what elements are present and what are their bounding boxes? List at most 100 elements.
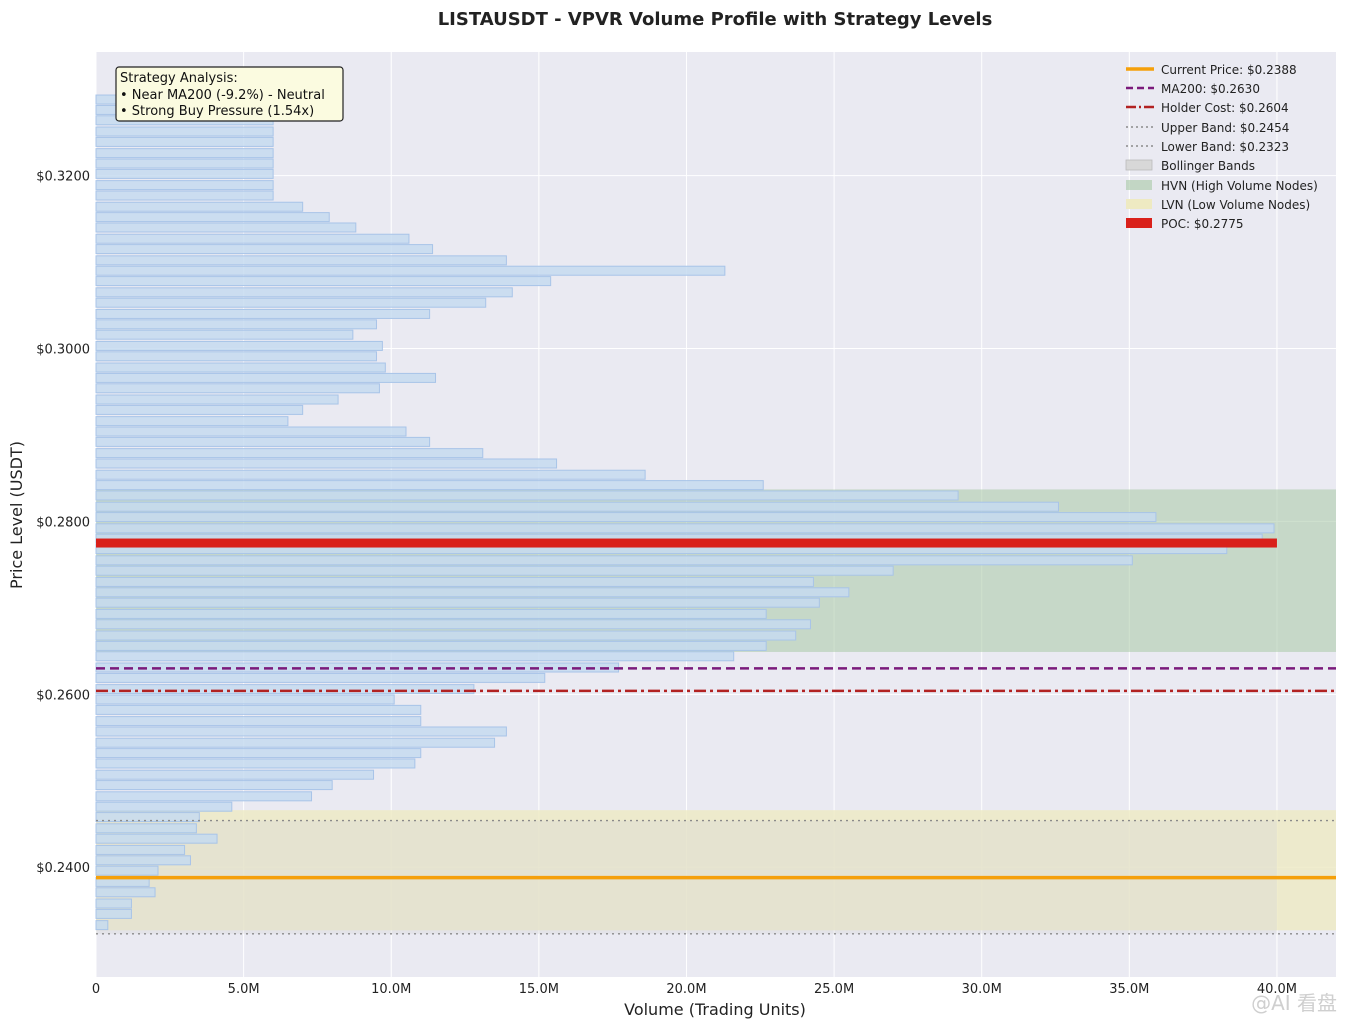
legend-swatch-lvn bbox=[1126, 199, 1152, 209]
legend: Current Price: $0.2388 MA200: $0.2630 Ho… bbox=[1125, 63, 1318, 231]
chart-title: LISTAUSDT - VPVR Volume Profile with Str… bbox=[438, 9, 993, 30]
volume-bar bbox=[95, 920, 109, 931]
legend-holder-cost: Holder Cost: $0.2604 bbox=[1161, 101, 1289, 115]
volume-bar bbox=[95, 297, 487, 308]
x-axis-label: Volume (Trading Units) bbox=[624, 1000, 806, 1019]
volume-bar bbox=[95, 362, 386, 373]
volume-bar bbox=[95, 136, 274, 147]
x-tick-label: 0 bbox=[92, 982, 100, 997]
volume-bar bbox=[95, 576, 814, 587]
volume-bar bbox=[95, 426, 407, 437]
volume-bar bbox=[95, 265, 726, 276]
volume-bar bbox=[95, 565, 894, 576]
volume-bar bbox=[95, 458, 558, 469]
volume-bar bbox=[95, 887, 156, 898]
y-tick-label: $0.2800 bbox=[36, 515, 90, 530]
y-tick-label: $0.3000 bbox=[36, 343, 90, 358]
x-tick-label: 20.0M bbox=[666, 982, 706, 997]
x-tick-label: 15.0M bbox=[519, 982, 559, 997]
volume-bar bbox=[95, 448, 484, 459]
legend-ma200: MA200: $0.2630 bbox=[1161, 82, 1260, 96]
volume-bar bbox=[95, 501, 1059, 512]
volume-bar bbox=[95, 287, 513, 298]
volume-bar bbox=[95, 908, 132, 919]
volume-bar bbox=[95, 898, 132, 909]
volume-bar bbox=[95, 726, 507, 737]
volume-bar bbox=[95, 823, 197, 834]
volume-bar bbox=[95, 555, 1133, 566]
legend-swatch-hvn bbox=[1126, 180, 1152, 190]
volume-bar bbox=[95, 694, 395, 705]
volume-bar bbox=[95, 791, 313, 802]
x-tick-label: 40.0M bbox=[1257, 982, 1297, 997]
x-axis-ticks: 0 5.0M 10.0M 15.0M 20.0M 25.0M 30.0M 35.0M 40.0M bbox=[92, 982, 1297, 997]
volume-bar bbox=[95, 480, 764, 491]
volume-bar bbox=[95, 180, 274, 191]
volume-bar bbox=[95, 737, 496, 748]
volume-bar bbox=[95, 222, 357, 233]
x-tick-label: 5.0M bbox=[228, 982, 260, 997]
volume-bar bbox=[95, 244, 434, 255]
volume-bar bbox=[95, 340, 383, 351]
volume-bar bbox=[95, 812, 200, 823]
volume-bar bbox=[95, 684, 475, 695]
annotation-line-2: • Near MA200 (-9.2%) - Neutral bbox=[120, 88, 325, 103]
volume-bar bbox=[95, 329, 354, 340]
legend-bollinger: Bollinger Bands bbox=[1161, 159, 1255, 173]
volume-bar bbox=[95, 801, 233, 812]
x-tick-label: 35.0M bbox=[1109, 982, 1149, 997]
volume-bar bbox=[95, 704, 422, 715]
volume-bar bbox=[95, 587, 850, 598]
volume-bar bbox=[95, 469, 646, 480]
level-lines bbox=[96, 538, 1336, 935]
legend-lvn: LVN (Low Volume Nodes) bbox=[1161, 198, 1310, 212]
strategy-annotation: Strategy Analysis: • Near MA200 (-9.2%) … bbox=[115, 66, 344, 122]
volume-bar bbox=[95, 126, 274, 137]
legend-poc: POC: $0.2775 bbox=[1161, 217, 1244, 231]
volume-bar bbox=[95, 383, 380, 394]
volume-bar bbox=[95, 769, 375, 780]
y-tick-label: $0.2400 bbox=[36, 861, 90, 876]
volume-bar bbox=[95, 748, 422, 759]
volume-bar bbox=[95, 844, 186, 855]
volume-bar bbox=[95, 212, 330, 223]
volume-bar bbox=[95, 865, 159, 876]
volume-bar bbox=[95, 608, 767, 619]
volume-bar bbox=[95, 276, 552, 287]
legend-swatch-poc bbox=[1126, 218, 1152, 228]
volume-bar bbox=[95, 190, 274, 201]
x-tick-label: 30.0M bbox=[962, 982, 1002, 997]
legend-swatch-bollinger bbox=[1125, 159, 1153, 171]
volume-bar bbox=[95, 512, 1157, 523]
poc-bar bbox=[96, 538, 1277, 548]
volume-bar bbox=[95, 716, 422, 727]
legend-hvn: HVN (High Volume Nodes) bbox=[1161, 179, 1318, 193]
volume-bar bbox=[95, 308, 431, 319]
volume-bar bbox=[95, 672, 546, 683]
lvn-zone bbox=[96, 810, 1336, 931]
y-tick-label: $0.2600 bbox=[36, 688, 90, 703]
volume-bar bbox=[95, 651, 735, 662]
volume-bar bbox=[95, 640, 767, 651]
legend-lower-band: Lower Band: $0.2323 bbox=[1161, 140, 1289, 154]
volume-bar bbox=[95, 855, 191, 866]
annotation-line-1: Strategy Analysis: bbox=[120, 71, 238, 86]
volume-bar bbox=[95, 319, 377, 330]
volume-bar bbox=[95, 148, 274, 159]
volume-bars bbox=[95, 94, 1275, 931]
volume-bar bbox=[95, 168, 274, 179]
volume-bar bbox=[95, 416, 289, 427]
volume-bar bbox=[95, 523, 1275, 534]
annotation-line-3: • Strong Buy Pressure (1.54x) bbox=[120, 104, 314, 119]
volume-bar bbox=[95, 619, 811, 630]
volume-bar bbox=[95, 630, 797, 641]
legend-upper-band: Upper Band: $0.2454 bbox=[1161, 121, 1289, 135]
volume-bar bbox=[95, 436, 431, 447]
volume-bar bbox=[95, 758, 416, 769]
volume-bar bbox=[95, 233, 410, 244]
legend-current-price: Current Price: $0.2388 bbox=[1161, 63, 1297, 77]
volume-bar bbox=[95, 394, 339, 405]
volume-bar bbox=[95, 490, 959, 501]
annotation-box bbox=[115, 66, 344, 122]
